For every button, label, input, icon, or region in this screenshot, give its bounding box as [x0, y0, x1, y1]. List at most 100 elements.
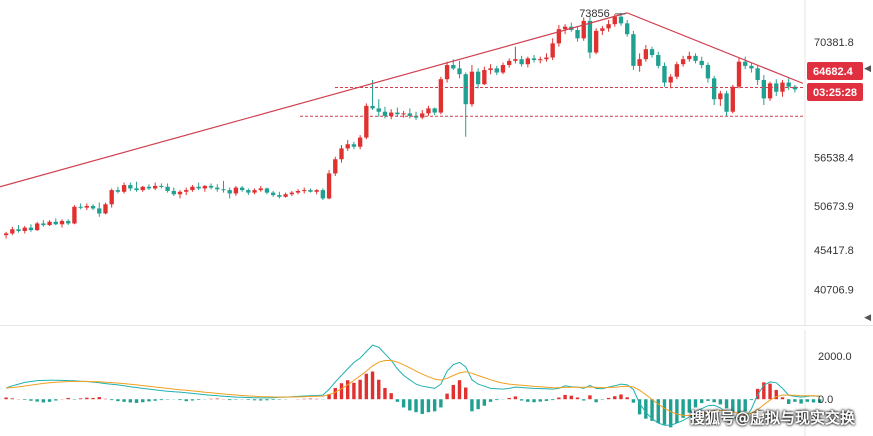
- candle-body: [10, 229, 15, 234]
- candle-body: [252, 190, 257, 193]
- candle-body: [718, 93, 723, 100]
- candle-body: [761, 80, 767, 99]
- candle-body: [600, 28, 605, 31]
- candle-body: [618, 16, 624, 24]
- candle-body: [786, 82, 791, 87]
- candle-body: [705, 65, 711, 79]
- candle-body: [289, 192, 294, 195]
- candle-body: [457, 68, 462, 75]
- candle-body: [41, 223, 46, 226]
- dea-line: [6, 359, 820, 417]
- candle-body: [389, 112, 394, 116]
- candle-body: [519, 59, 524, 65]
- candle-body: [593, 30, 599, 53]
- candle-body: [264, 188, 270, 193]
- candle-body: [134, 188, 139, 191]
- macd-axis: 2000.0 0.0: [818, 351, 852, 406]
- candle-body: [606, 24, 611, 29]
- candle-body: [401, 113, 406, 115]
- candle-body: [208, 185, 214, 188]
- candle-body: [792, 86, 798, 90]
- scroll-right-icon[interactable]: ◀: [864, 63, 871, 73]
- candle-body: [121, 185, 127, 192]
- candle-body: [90, 205, 96, 209]
- candle-body: [538, 59, 543, 61]
- candle-body: [550, 43, 555, 58]
- candle-body: [364, 105, 369, 138]
- candle-body: [28, 227, 34, 231]
- candle-body: [128, 185, 133, 189]
- macd-tick-label: 0.0: [818, 394, 833, 406]
- candle-body: [233, 187, 239, 194]
- candle-body: [743, 61, 748, 66]
- candle-body: [562, 26, 568, 30]
- price-chart[interactable]: 70381.8 56538.4 50673.9 45417.8 40706.9 7385…: [0, 0, 873, 326]
- candle-body: [221, 189, 226, 191]
- candle-body: [668, 76, 673, 83]
- candle-body: [53, 221, 58, 225]
- candle-body: [159, 185, 164, 187]
- candle-body: [426, 108, 431, 114]
- candle-body: [438, 79, 444, 113]
- candle-body: [177, 191, 183, 195]
- candle-body: [47, 221, 52, 226]
- candle-body: [184, 190, 189, 192]
- trendlines: [0, 12, 804, 188]
- trendline: [0, 12, 628, 188]
- candle-body: [146, 186, 152, 189]
- candle-body: [625, 23, 630, 35]
- candle-body: [643, 49, 649, 60]
- candle-body: [258, 188, 263, 191]
- macd-tick-label: 2000.0: [818, 351, 852, 363]
- candle-body: [674, 64, 680, 77]
- macd-lines: [5, 344, 820, 426]
- candle-body: [351, 144, 357, 147]
- candle-body: [308, 190, 313, 192]
- candle-body: [227, 190, 232, 194]
- candle-body: [680, 59, 686, 65]
- candle-body: [165, 186, 170, 191]
- candles: [3, 12, 798, 239]
- candle-body: [475, 71, 481, 85]
- price-tick-label: 70381.8: [814, 37, 854, 49]
- watermark: 搜狐号@虚拟与现实交换: [689, 409, 855, 427]
- candle-body: [239, 187, 245, 191]
- macd-histogram: [4, 371, 822, 428]
- countdown-tag: [807, 83, 863, 101]
- candle-body: [724, 93, 729, 112]
- price-axis: 70381.8 56538.4 50673.9 45417.8 40706.9: [814, 37, 854, 296]
- candle-body: [103, 204, 108, 214]
- candle-body: [649, 49, 655, 56]
- candle-body: [152, 185, 158, 189]
- candle-body: [22, 227, 27, 231]
- candle-body: [755, 68, 760, 81]
- candle-body: [513, 59, 518, 61]
- candle-body: [711, 78, 717, 100]
- candle-body: [531, 58, 537, 61]
- candle-body: [215, 187, 220, 190]
- candle-body: [507, 60, 512, 66]
- candle-body: [693, 55, 698, 61]
- candle-body: [302, 190, 307, 192]
- price-tick-label: 40706.9: [814, 284, 854, 296]
- macd-chart[interactable]: 2000.0 0.0: [0, 330, 873, 436]
- candle-body: [463, 74, 468, 105]
- candle-body: [749, 65, 754, 69]
- candle-body: [494, 68, 499, 73]
- candle-body: [78, 206, 83, 208]
- candle-body: [581, 20, 586, 39]
- last-price-label: 64682.4: [813, 66, 854, 78]
- candle-body: [357, 137, 363, 147]
- candle-body: [544, 57, 549, 60]
- candle-body: [326, 173, 332, 199]
- candle-body: [277, 195, 282, 197]
- panel-toggle-icon[interactable]: ◀: [864, 312, 871, 322]
- trendline: [626, 12, 804, 84]
- candle-body: [451, 65, 456, 69]
- candle-body: [295, 190, 301, 193]
- candle-body: [140, 186, 145, 191]
- candle-body: [488, 68, 493, 71]
- candle-body: [271, 192, 276, 196]
- candle-body: [382, 111, 388, 116]
- candle-body: [16, 229, 21, 231]
